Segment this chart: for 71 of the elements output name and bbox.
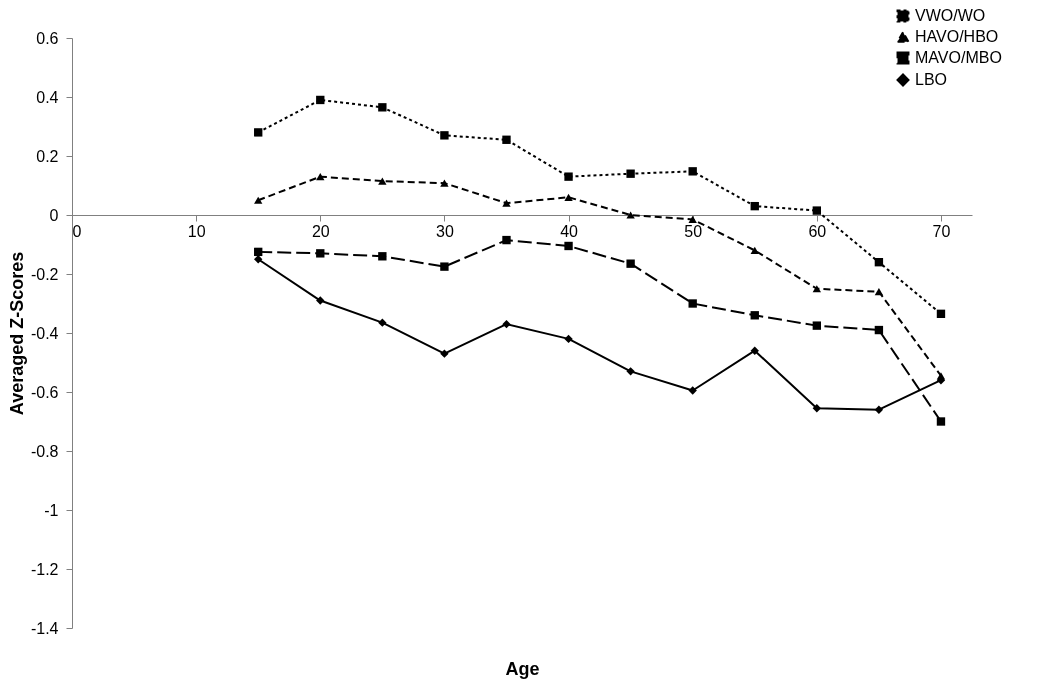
point [874, 325, 884, 335]
point [440, 262, 449, 271]
point [502, 235, 511, 245]
legend-label: HAVO/HBO [915, 28, 999, 45]
point [316, 95, 325, 105]
point [626, 367, 635, 376]
point [378, 177, 387, 185]
x-tick-label: 30 [436, 222, 454, 240]
legend-label: VWO/WO [915, 7, 986, 24]
point [502, 135, 511, 144]
point [812, 404, 822, 413]
point [688, 299, 697, 308]
y-tick-label: -0.4 [30, 324, 59, 342]
y-tick-label: 0.4 [36, 88, 59, 106]
y-tick-label: -1 [44, 501, 59, 519]
point [750, 311, 759, 320]
point [378, 103, 387, 112]
y-tick-label: -0.6 [30, 383, 59, 401]
y-tick-label: 0.6 [36, 29, 59, 47]
point [626, 169, 635, 178]
point [254, 196, 263, 204]
x-axis-title: Age [505, 658, 540, 679]
x-tick-label: 50 [684, 222, 703, 240]
point [440, 179, 449, 187]
y-tick-label: -1.4 [30, 619, 59, 637]
point [378, 252, 387, 261]
point [750, 246, 759, 255]
point [502, 319, 511, 329]
point [316, 296, 325, 305]
x-tick-label: 40 [560, 222, 579, 240]
point [378, 318, 387, 327]
point [564, 172, 573, 181]
point [440, 131, 449, 140]
point [688, 215, 697, 224]
point [254, 247, 263, 257]
point [316, 173, 325, 181]
point [254, 128, 263, 137]
point [564, 193, 573, 201]
point [564, 241, 573, 251]
x-tick-label: 70 [932, 222, 951, 240]
legend-label: MAVO/MBO [915, 49, 1002, 66]
point [626, 259, 635, 268]
point [750, 346, 759, 355]
point [750, 201, 759, 211]
point [440, 349, 449, 358]
y-axis-title: Averaged Z-Scores [6, 251, 27, 416]
point [936, 417, 946, 426]
point [812, 285, 822, 293]
x-tick-label: 0 [72, 222, 82, 240]
point [812, 206, 822, 215]
point [564, 334, 573, 344]
y-tick-label: 0 [49, 206, 59, 224]
x-tick-label: 60 [808, 222, 827, 240]
y-tick-label: -0.8 [30, 442, 59, 460]
point [254, 255, 263, 264]
point [626, 211, 635, 219]
point [874, 405, 884, 414]
point [688, 167, 697, 176]
y-tick-label: 0.2 [36, 147, 59, 165]
point [316, 249, 325, 258]
x-tick-label: 20 [311, 222, 330, 240]
point [812, 321, 822, 330]
y-tick-label: -0.2 [30, 265, 59, 283]
point [936, 309, 946, 319]
legend-label: LBO [915, 71, 948, 88]
point [502, 199, 511, 207]
y-tick-label: -1.2 [30, 560, 59, 578]
point [874, 288, 884, 296]
x-tick-label: 10 [187, 222, 206, 240]
point [688, 386, 697, 395]
point [874, 258, 884, 267]
